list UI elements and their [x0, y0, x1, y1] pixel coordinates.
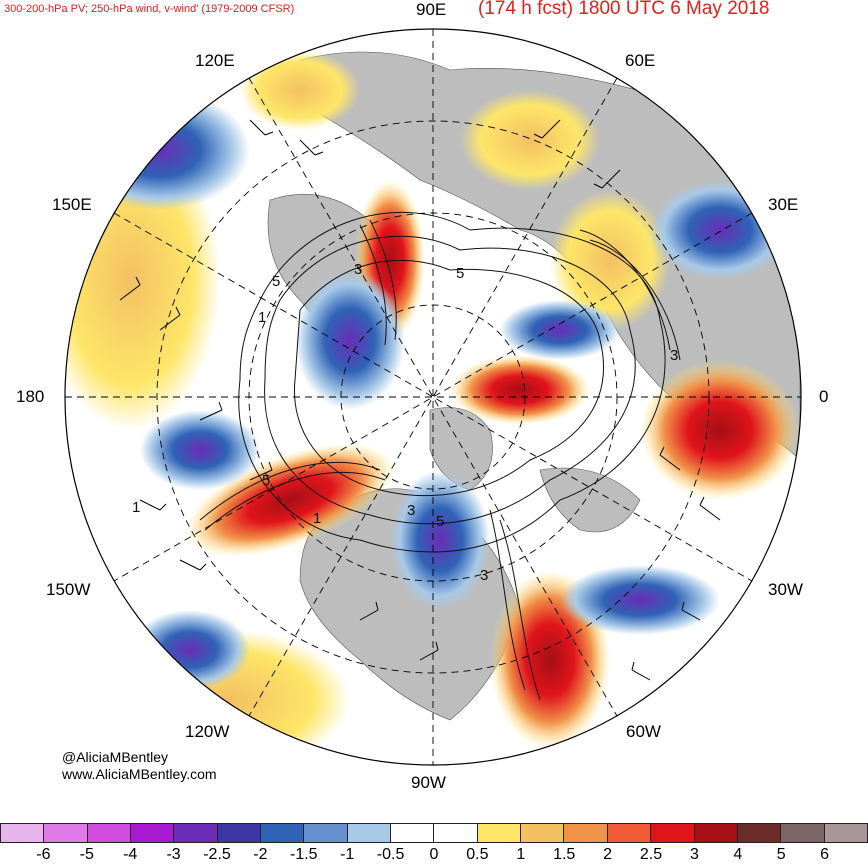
- contour-label: 1: [132, 499, 140, 516]
- contour-label: 5: [272, 273, 280, 290]
- colorbar-cell: [607, 823, 652, 843]
- colorbar-tick-label: 2: [603, 846, 613, 863]
- colorbar: [0, 823, 868, 843]
- lon-label-30e: 30E: [768, 195, 799, 214]
- colorbar-tick-label: 1: [516, 846, 526, 863]
- credit-website: www.AliciaMBentley.com: [62, 766, 217, 782]
- graticule: [65, 29, 801, 765]
- wind-barbs: [119, 119, 721, 681]
- colorbar-cell: [781, 823, 825, 843]
- colorbar-cell: [131, 823, 175, 843]
- colorbar-tick-label: 0.5: [466, 846, 489, 863]
- credit-handle: @AliciaMBentley: [62, 749, 169, 765]
- lon-label-120e: 120E: [195, 51, 235, 70]
- contour-label: 5: [436, 513, 444, 530]
- contour-label: 3: [480, 567, 488, 584]
- colorbar-tick-label: 4: [733, 846, 743, 863]
- colorbar-tick-label: 3: [689, 846, 699, 863]
- colorbar-tick-label: -1: [340, 846, 355, 863]
- colorbar-tick-label: 5: [776, 846, 786, 863]
- colorbar-tick-label: -2.5: [203, 846, 231, 863]
- colorbar-tick-label: -4: [123, 846, 138, 863]
- lon-label-60e: 60E: [625, 51, 656, 70]
- header-forecast-time: (174 h fcst) 1800 UTC 6 May 2018: [478, 0, 770, 19]
- polar-map: 5 5 3 1 1 3 5 3 1 5 3: [64, 28, 802, 766]
- lon-label-90w: 90W: [411, 773, 446, 792]
- colorbar-cell: [694, 823, 738, 843]
- colorbar-cell: [44, 823, 88, 843]
- colorbar-cell: [521, 823, 565, 843]
- colorbar-cell: [0, 823, 45, 843]
- colorbar-tick-label: -1.5: [290, 846, 318, 863]
- lon-label-150e: 150E: [52, 195, 92, 214]
- colorbar-tick-label: 1.5: [553, 846, 576, 863]
- colorbar-cell: [87, 823, 132, 843]
- colorbar-tick-label: -5: [79, 846, 94, 863]
- lon-label-30w: 30W: [768, 580, 803, 599]
- colorbar-tick-label: 6: [820, 846, 830, 863]
- lon-label-0: 0: [819, 387, 829, 406]
- colorbar-cell: [824, 823, 868, 843]
- colorbar-tick-label: -0.5: [376, 846, 405, 863]
- contour-label: 1: [258, 309, 266, 326]
- contour-label: 3: [354, 261, 362, 278]
- colorbar-ticks: -6 -5 -4 -3 -2.5 -2 -1.5 -1 -0.5 0 0.5 1 1.5 2 2.5 3 4 5 6: [0, 846, 868, 865]
- map-disk: [65, 29, 801, 765]
- contour-label: 3: [407, 502, 415, 519]
- colorbar-tick-label: -2: [253, 846, 268, 863]
- colorbar-tick-label: -3: [166, 846, 181, 863]
- colorbar-cell: [434, 823, 478, 843]
- pv-contours: [199, 211, 681, 701]
- lon-label-90e: 90E: [416, 0, 447, 19]
- header-subtitle: 300-200-hPa PV; 250-hPa wind, v-wind' (1…: [4, 3, 295, 15]
- colorbar-cell: [391, 823, 435, 843]
- colorbar-cell: [564, 823, 608, 843]
- lon-label-60w: 60W: [626, 722, 661, 741]
- colorbar-tick-label: 2.5: [639, 846, 663, 863]
- lon-label-150w: 150W: [46, 580, 91, 599]
- colorbar-tick-label: 0: [429, 846, 439, 863]
- lon-label-120w: 120W: [185, 722, 230, 741]
- lon-label-180: 180: [16, 387, 45, 406]
- contour-label: 5: [262, 472, 270, 489]
- colorbar-cell: [304, 823, 348, 843]
- contour-label: 1: [313, 510, 321, 527]
- colorbar-cell: [651, 823, 695, 843]
- contour-label: 5: [456, 265, 464, 282]
- colorbar-cell: [217, 823, 262, 843]
- pv-shading: [65, 50, 800, 765]
- colorbar-cell: [737, 823, 782, 843]
- contour-label-group: 5 5 3 1 1 3 5 3 1 5 3: [132, 261, 678, 584]
- colorbar-cell: [261, 823, 305, 843]
- colorbar-tick-label: -6: [36, 846, 51, 863]
- map-boundary: [64, 28, 802, 766]
- colorbar-cell: [347, 823, 392, 843]
- colorbar-cell: [174, 823, 218, 843]
- contour-label: 3: [670, 347, 678, 364]
- colorbar-cell: [477, 823, 522, 843]
